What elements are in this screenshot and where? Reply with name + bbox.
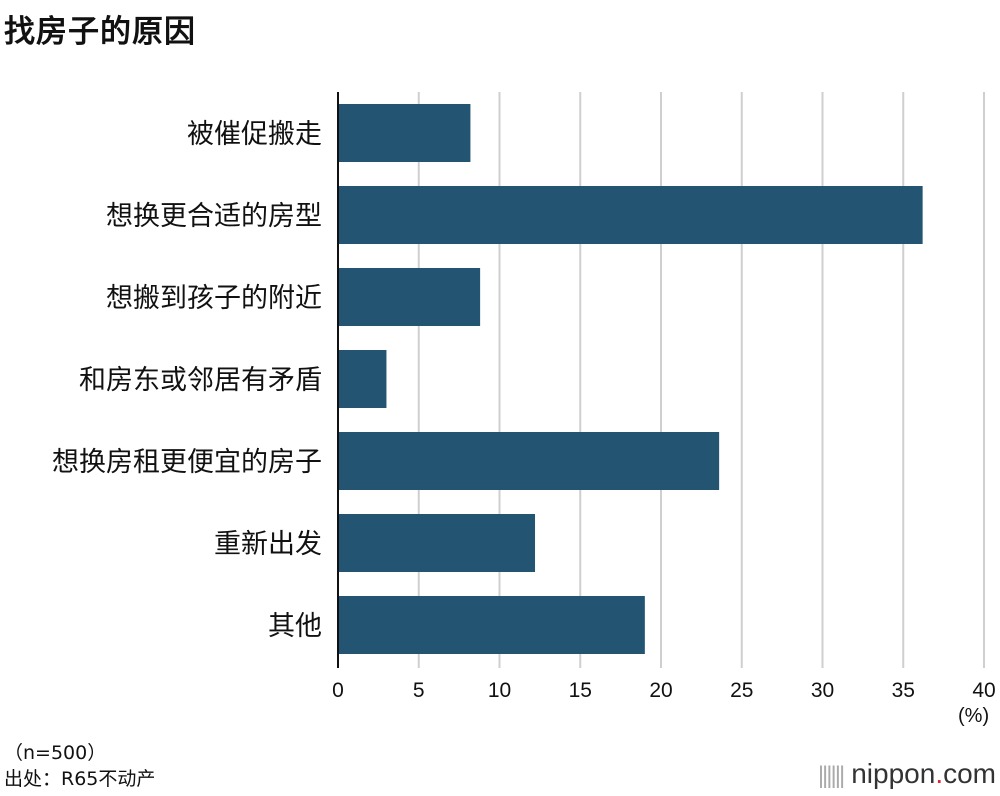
category-label: 想换更合适的房型 [106,201,322,232]
chart-title: 找房子的原因 [4,14,196,50]
x-tick-label: 25 [730,679,753,702]
bar [338,596,645,654]
source-note: 出处：R65不动产 [4,768,156,790]
bar [338,350,387,408]
x-tick-label: 30 [811,679,834,702]
x-tick-label: 5 [413,679,425,702]
x-tick-label: 15 [569,679,592,702]
logo-bars-icon: |||||| [817,762,845,789]
nippon-logo: |||||| nippon.com [817,758,996,789]
category-label: 其他 [268,611,322,642]
category-label: 重新出发 [214,529,322,560]
x-tick-label: 35 [892,679,915,702]
category-label: 想换房租更便宜的房子 [52,447,322,478]
bar [338,186,923,244]
x-tick-label: 10 [488,679,511,702]
x-tick-label: 20 [649,679,672,702]
category-label: 想搬到孩子的附近 [106,283,322,314]
bar [338,514,536,572]
category-label: 被催促搬走 [187,119,322,150]
x-tick-label: 0 [332,679,344,702]
category-label: 和房东或邻居有矛盾 [79,365,322,396]
x-tick-label: 40 [972,679,995,702]
bar [338,432,720,490]
bar [338,104,471,162]
bar [338,268,481,326]
sample-size-note: （n=500） [4,742,107,764]
x-axis-unit: (%) [958,705,990,727]
